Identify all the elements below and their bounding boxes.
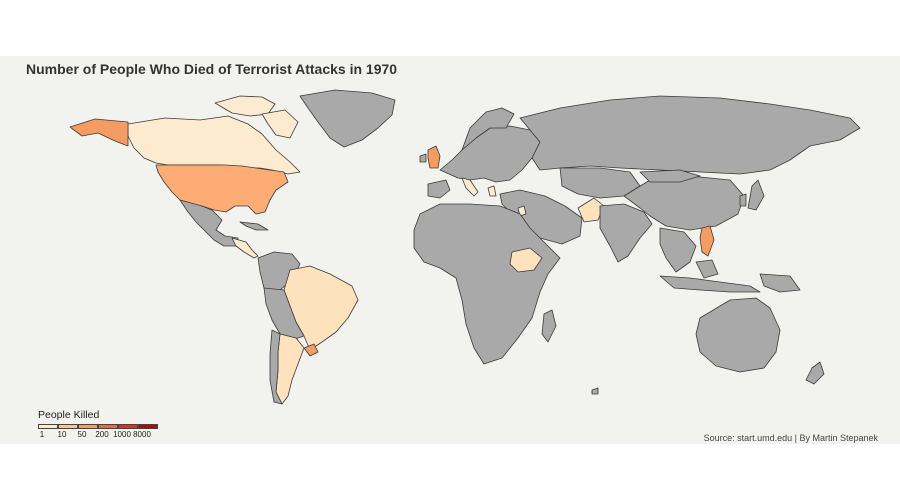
legend-label: 1000 [113,430,131,439]
legend: People Killed 1 10 50 200 1000 8000 [38,409,158,442]
arctic-islands [214,95,276,117]
cuba [239,221,269,231]
legend-label: 200 [95,430,109,439]
australia [695,297,781,373]
legend-swatches [38,424,158,429]
borneo [695,259,719,279]
legend-swatch [38,424,58,429]
iberia [427,179,451,199]
united-states [155,164,289,215]
world-map [69,89,861,405]
baffin-island [261,109,299,139]
legend-label: 10 [57,430,67,439]
legend-labels: 1 10 50 200 1000 8000 [38,430,158,442]
korea [739,193,747,207]
india [599,203,653,263]
source-caption: Source: start.umd.edu | By Martin Stepan… [703,433,878,443]
greenland [299,89,396,148]
central-america [231,237,259,259]
legend-swatch [138,424,158,429]
ireland [419,153,427,163]
mongolia [639,169,701,183]
southeast-asia [659,227,697,273]
scandinavia [461,107,515,151]
philippines [699,225,715,257]
small-island [591,387,599,395]
africa [413,203,561,365]
ethiopia [509,247,543,273]
europe [439,125,541,183]
russia [519,95,861,175]
new-zealand [805,361,825,385]
new-guinea [759,273,801,293]
chile [269,329,283,405]
alaska [69,118,129,147]
canada [127,115,301,175]
legend-title: People Killed [38,409,100,421]
legend-swatch [118,424,138,429]
legend-swatch [58,424,78,429]
legend-label: 8000 [133,430,151,439]
peru-bolivia [263,287,305,341]
page-title: Number of People Who Died of Terrorist A… [26,61,398,77]
indonesia [659,275,761,293]
greece [487,185,497,197]
argentina [275,333,305,405]
madagascar [541,309,557,343]
uruguay [303,343,319,357]
united-kingdom [427,145,441,169]
japan [747,179,765,211]
legend-label: 1 [39,430,45,439]
italy [461,177,479,197]
legend-label: 50 [77,430,87,439]
legend-swatch [98,424,118,429]
legend-swatch [78,424,98,429]
